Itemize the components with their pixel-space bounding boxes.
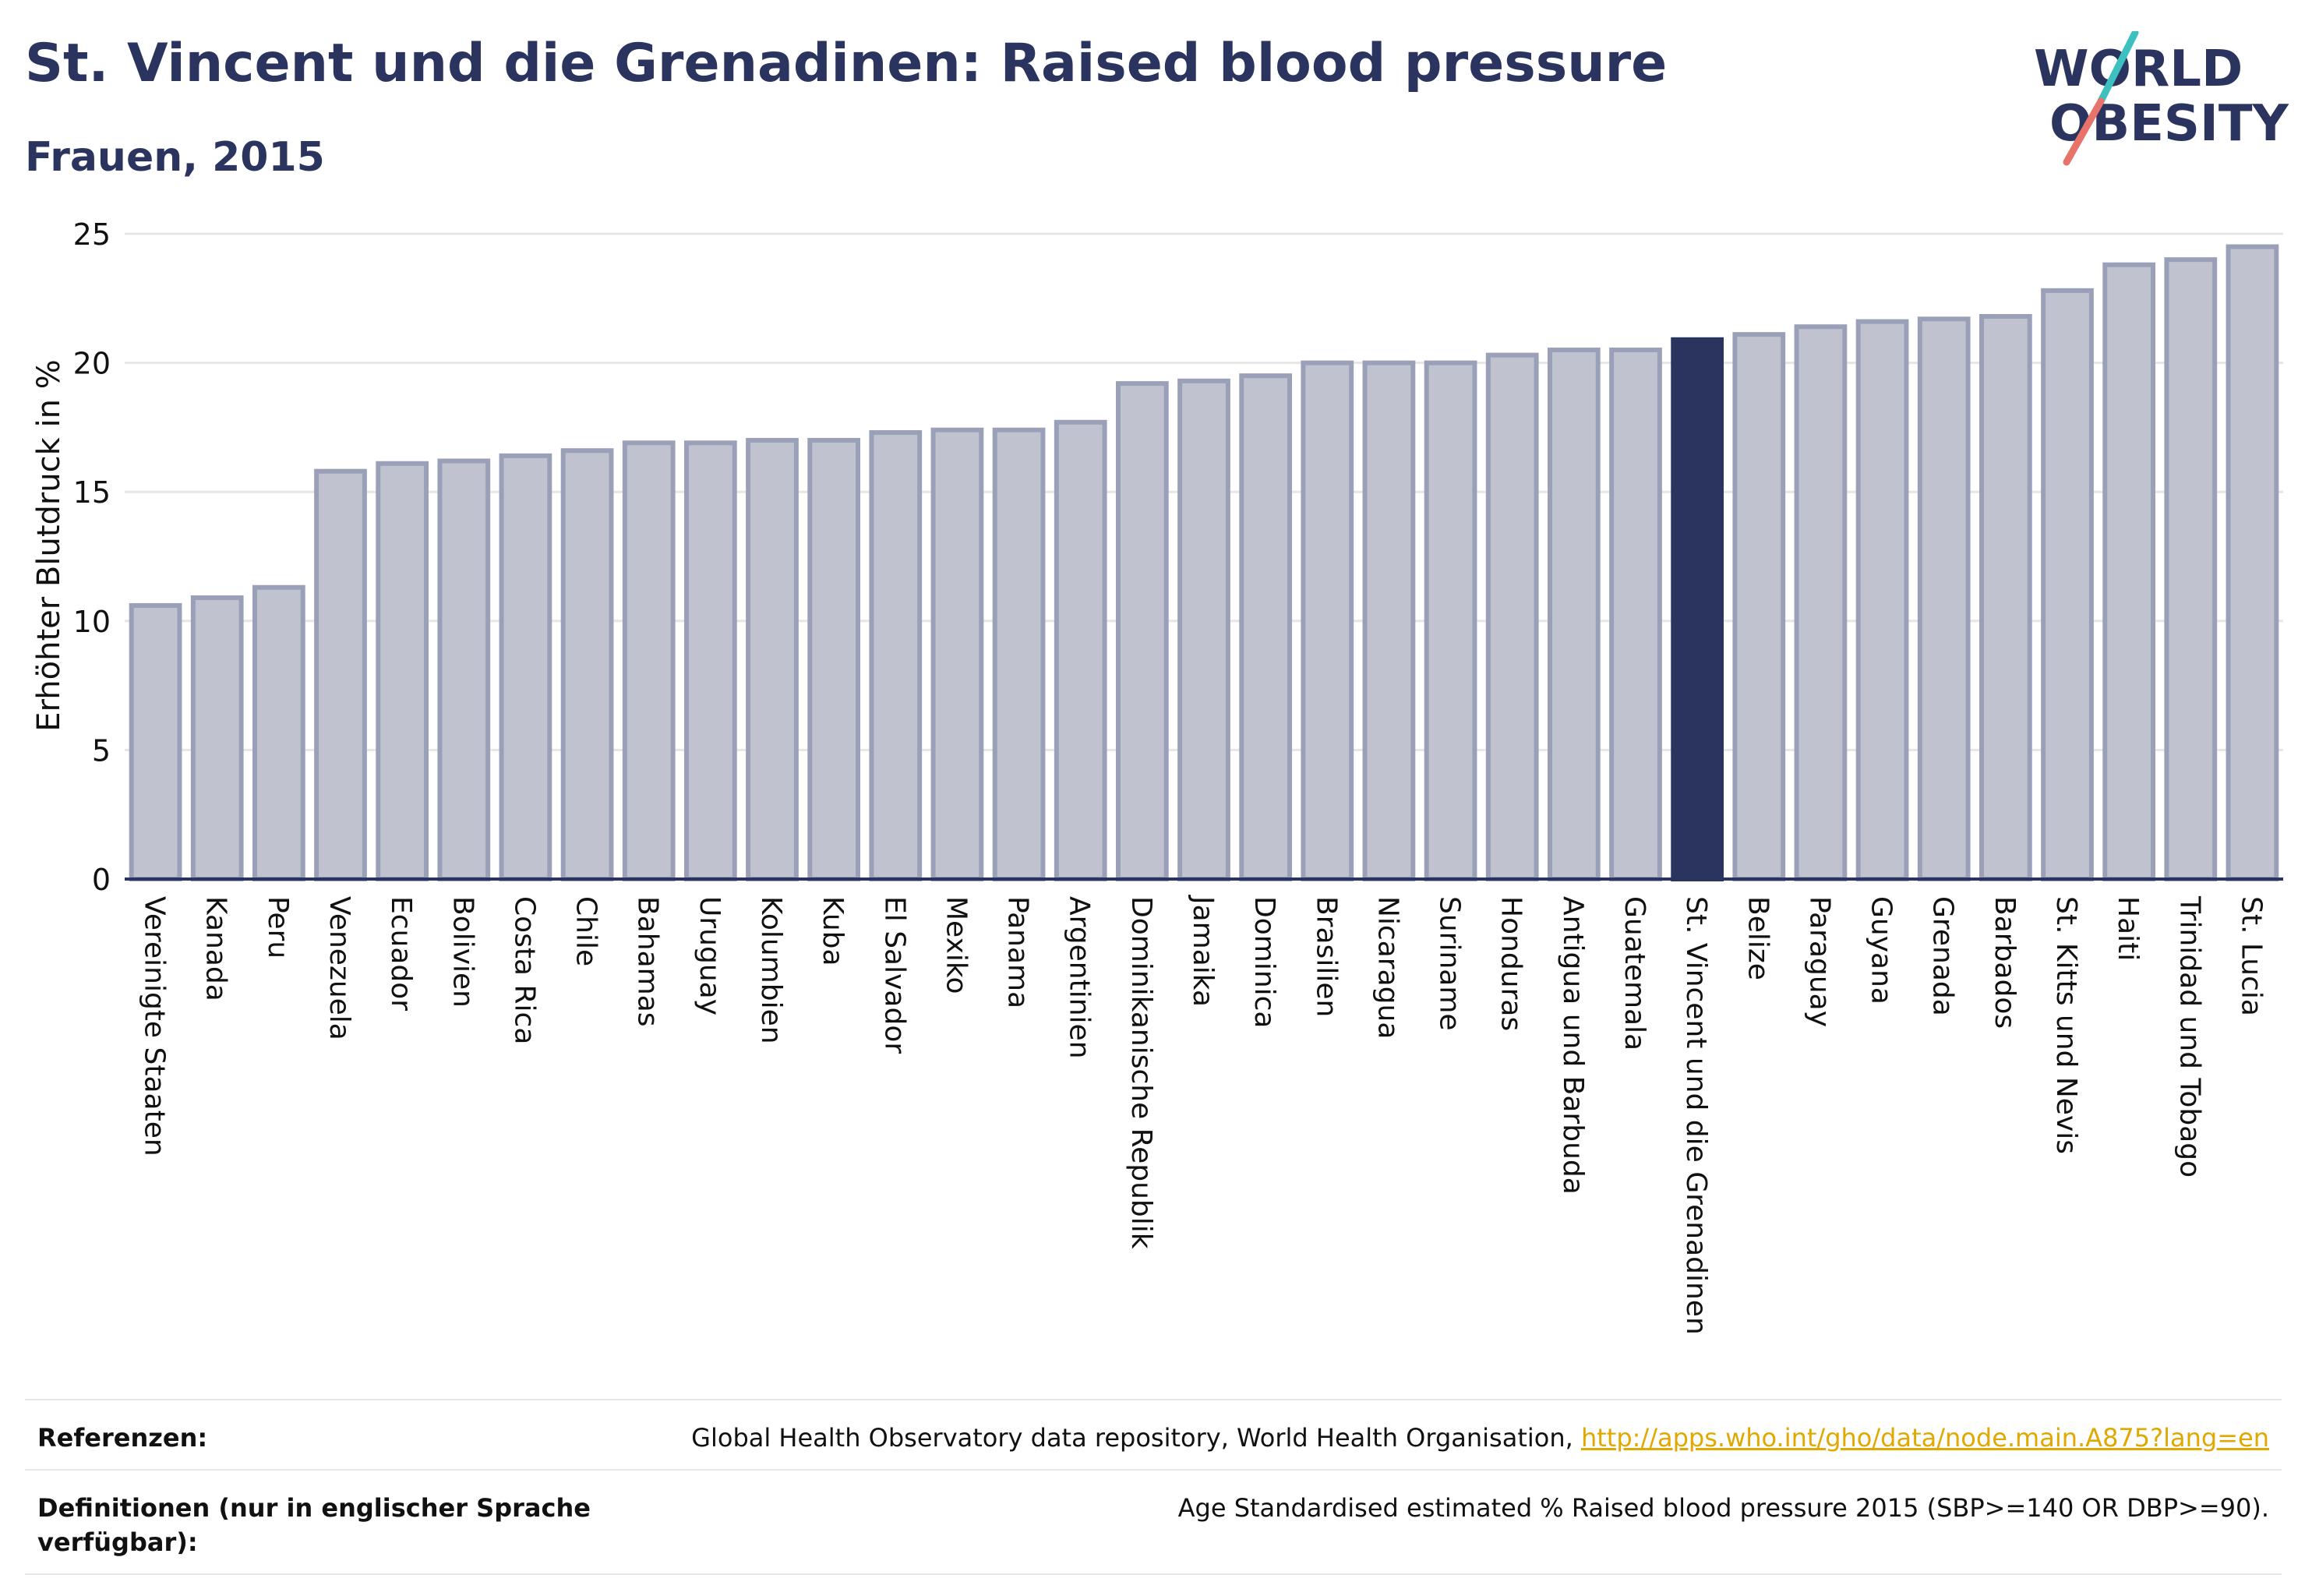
x-tick-label: Antigua und Barbuda xyxy=(1557,896,1589,1195)
x-tick-label: Peru xyxy=(262,896,294,959)
bar-paraguay[interactable] xyxy=(1794,324,1848,881)
x-tick-label: Trinidad und Tobago xyxy=(2173,895,2205,1178)
x-tick-label: Jamaika xyxy=(1187,895,1219,1007)
bar-ecuador[interactable] xyxy=(376,461,429,881)
bar-venezuela[interactable] xyxy=(314,468,367,881)
bar-st-lucia[interactable] xyxy=(2226,244,2279,881)
x-tick-label: Kanada xyxy=(200,896,232,1001)
bar-bolivien[interactable] xyxy=(437,458,491,881)
bar-mexiko[interactable] xyxy=(930,427,984,881)
bar-haiti[interactable] xyxy=(2102,262,2156,881)
bar-bahamas[interactable] xyxy=(622,440,676,881)
bar-honduras[interactable] xyxy=(1485,352,1539,881)
bar-grenada[interactable] xyxy=(1917,316,1971,881)
bar-st-vincent-und-die-grenadinen[interactable] xyxy=(1671,337,1724,881)
bar-chile[interactable] xyxy=(560,448,614,881)
x-tick-label: Ecuador xyxy=(385,896,417,1011)
x-tick-label: Paraguay xyxy=(1803,896,1835,1027)
bar-peru[interactable] xyxy=(252,584,305,882)
x-tick-label: St. Kitts und Nevis xyxy=(2050,896,2082,1154)
x-tick-label: Venezuela xyxy=(323,896,355,1040)
bar-suriname[interactable] xyxy=(1424,360,1477,882)
bar-kolumbien[interactable] xyxy=(746,437,799,881)
x-tick-label: Argentinien xyxy=(1064,896,1096,1059)
logo-text-world: WORLD xyxy=(2034,41,2243,98)
bar-kuba[interactable] xyxy=(807,437,861,881)
references-value: Global Health Observatory data repositor… xyxy=(691,1421,2269,1455)
definitions-label: Definitionen (nur in englischer Sprache … xyxy=(37,1493,591,1557)
bar-el-salvador[interactable] xyxy=(869,430,923,881)
y-tick-label: 10 xyxy=(73,605,111,639)
bar-belize[interactable] xyxy=(1732,332,1786,881)
x-tick-label: Belize xyxy=(1742,896,1774,980)
references-link[interactable]: http://apps.who.int/gho/data/node.main.A… xyxy=(1580,1423,2269,1453)
bar-jamaika[interactable] xyxy=(1177,378,1230,881)
y-tick-label: 25 xyxy=(73,217,111,252)
definitions-value: Age Standardised estimated % Raised bloo… xyxy=(1177,1493,2269,1523)
x-tick-label: Brasilien xyxy=(1310,896,1342,1017)
x-tick-label: St. Vincent und die Grenadinen xyxy=(1680,896,1712,1335)
bar-uruguay[interactable] xyxy=(683,440,737,881)
bar-argentinien[interactable] xyxy=(1054,419,1107,881)
y-tick-label: 20 xyxy=(73,347,111,381)
chart-footer: Referenzen: Global Health Observatory da… xyxy=(25,1399,2282,1575)
y-tick-label: 0 xyxy=(92,863,111,897)
x-tick-label: Costa Rica xyxy=(508,896,540,1044)
y-tick-labels: 0 5 10 15 20 25 xyxy=(73,217,111,897)
references-text: Global Health Observatory data repositor… xyxy=(691,1423,1581,1453)
logo-slash-top xyxy=(2097,31,2139,105)
bar-kanada[interactable] xyxy=(190,595,244,881)
x-tick-label: Guyana xyxy=(1866,896,1897,1005)
y-axis-label: Erhöhter Blutdruck in % xyxy=(31,359,67,731)
bar-dominikanische-republik[interactable] xyxy=(1115,381,1169,881)
x-tick-label: El Salvador xyxy=(878,896,910,1054)
x-tick-label: Panama xyxy=(1002,896,1034,1008)
bar-vereinigte-staaten[interactable] xyxy=(129,602,182,881)
definitions-row: Definitionen (nur in englischer Sprache … xyxy=(25,1469,2282,1575)
x-tick-label: Honduras xyxy=(1495,896,1527,1031)
bar-antigua-und-barbuda[interactable] xyxy=(1547,348,1601,882)
x-tick-label: Kolumbien xyxy=(755,896,787,1044)
bar-panama[interactable] xyxy=(992,427,1046,881)
x-tick-label: Suriname xyxy=(1434,896,1466,1031)
x-tick-label: Mexiko xyxy=(940,896,972,994)
x-tick-label: Dominikanische Republik xyxy=(1125,896,1157,1249)
x-tick-label: Bolivien xyxy=(447,896,478,1008)
bar-st-kitts-und-nevis[interactable] xyxy=(2041,288,2094,881)
x-tick-label: Grenada xyxy=(1927,896,1959,1016)
bar-nicaragua[interactable] xyxy=(1362,360,1416,882)
x-tick-label: Dominica xyxy=(1248,896,1280,1029)
logo-slash-bottom xyxy=(2063,97,2105,166)
references-row: Referenzen: Global Health Observatory da… xyxy=(25,1399,2282,1469)
x-tick-label: Uruguay xyxy=(694,896,725,1015)
chart-subtitle: Frauen, 2015 xyxy=(25,134,325,181)
x-tick-label: Nicaragua xyxy=(1371,896,1403,1039)
x-tick-label: Vereinigte Staaten xyxy=(139,896,171,1156)
bar-dominica[interactable] xyxy=(1239,373,1293,882)
bar-costa-rica[interactable] xyxy=(499,453,552,881)
x-tick-label: Bahamas xyxy=(632,896,664,1027)
x-tick-label: St. Lucia xyxy=(2235,896,2267,1016)
x-tick-label: Kuba xyxy=(817,896,849,966)
bar-trinidad-und-tobago[interactable] xyxy=(2164,257,2218,881)
y-tick-label: 15 xyxy=(73,475,111,510)
x-tick-label: Haiti xyxy=(2112,896,2144,961)
x-tick-label: Barbados xyxy=(1989,896,2021,1029)
bar-guatemala[interactable] xyxy=(1609,348,1662,882)
x-tick-labels: Vereinigte Staaten Kanada Peru Venezuela Ecu… xyxy=(139,895,2268,1335)
chart-title: St. Vincent und die Grenadinen: Raised b… xyxy=(25,33,1668,94)
bar-brasilien[interactable] xyxy=(1301,360,1354,882)
bar-barbados[interactable] xyxy=(1978,313,2032,881)
bar-guyana[interactable] xyxy=(1855,319,1909,882)
world-obesity-logo: WORLD OBESITY xyxy=(2034,31,2289,166)
y-tick-label: 5 xyxy=(92,733,111,768)
bars xyxy=(129,244,2279,882)
x-tick-label: Chile xyxy=(570,896,602,966)
x-tick-label: Guatemala xyxy=(1618,896,1650,1050)
references-label: Referenzen: xyxy=(37,1423,208,1453)
